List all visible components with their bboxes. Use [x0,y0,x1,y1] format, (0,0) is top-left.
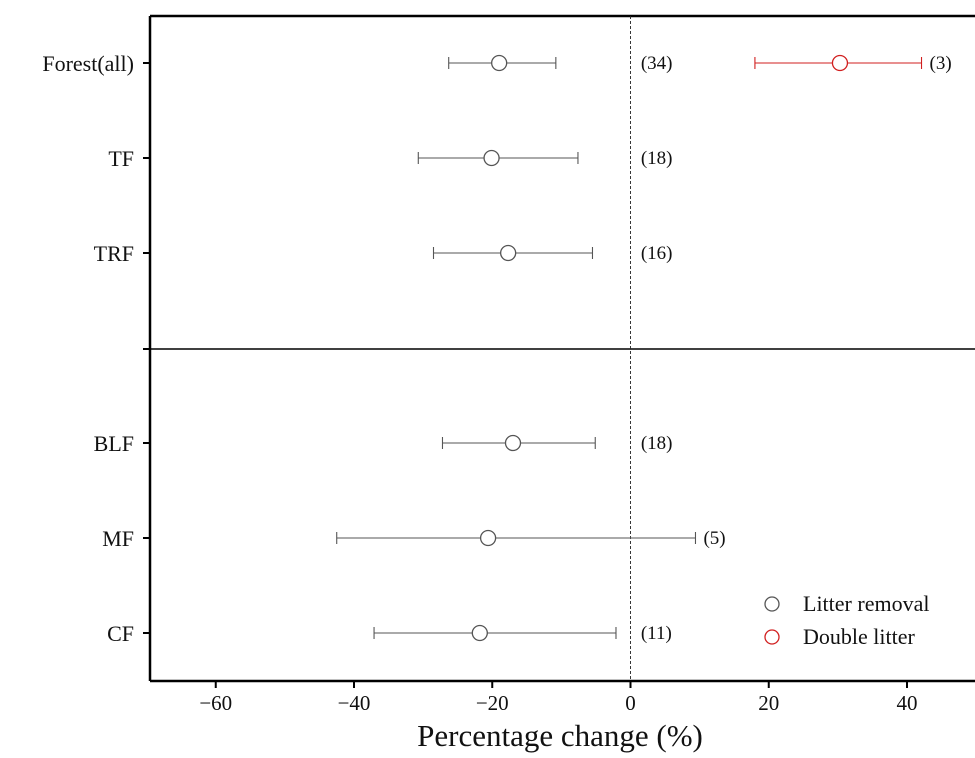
point-double-litter-forest-all [831,54,849,72]
n-label-litter-removal-blf: (18) [641,433,673,454]
legend-marker-double-litter [764,629,780,645]
n-label-litter-removal-forest-all: (34) [641,53,673,74]
y-label-trf: TRF [94,241,134,266]
legend-label-double-litter: Double litter [803,624,915,649]
point-litter-removal-cf [471,624,488,642]
legend-label-litter-removal: Litter removal [803,591,929,616]
x-tick-label-3: 0 [625,691,636,715]
point-litter-removal-mf [479,529,497,547]
point-litter-removal-trf [499,244,517,262]
y-label-blf: BLF [94,431,134,456]
n-label-litter-removal-tf: (18) [641,148,673,169]
n-label-double-litter-forest-all: (3) [930,53,952,74]
x-tick-label-0: −60 [199,691,232,715]
x-tick-label-5: 40 [897,691,918,715]
x-tick-label-1: −40 [338,691,371,715]
point-litter-removal-forest-all [491,54,508,72]
x-axis-label: Percentage change (%) [417,718,703,753]
legend-marker-litter-removal [764,596,780,612]
y-label-forest-all: Forest(all) [42,51,134,76]
n-label-litter-removal-trf: (16) [641,243,673,264]
n-label-litter-removal-mf: (5) [703,528,725,549]
n-label-litter-removal-cf: (11) [641,623,672,644]
y-label-mf: MF [102,526,134,551]
x-tick-label-2: −20 [476,691,509,715]
y-label-cf: CF [107,621,134,646]
point-litter-removal-tf [483,149,500,167]
point-litter-removal-blf [504,434,522,452]
legend: Litter removal Double litter [764,591,929,649]
y-label-tf: TF [108,146,134,171]
x-tick-label-4: 20 [758,691,779,715]
